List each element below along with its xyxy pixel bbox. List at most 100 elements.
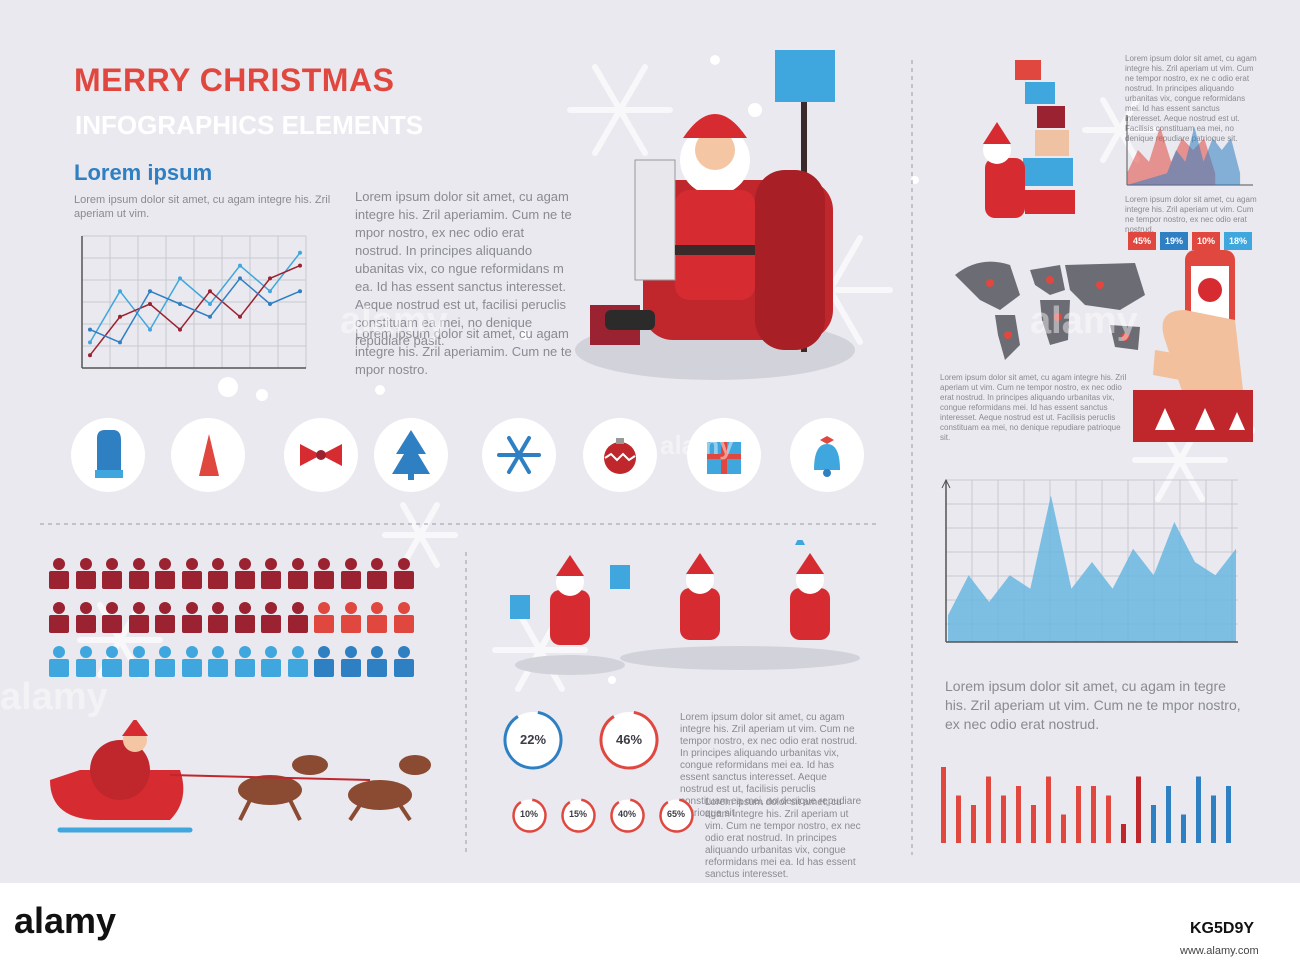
bar: [1151, 805, 1156, 843]
bar: [956, 795, 961, 843]
line-point: [208, 314, 212, 319]
page-subtitle: INFOGRAPHICS ELEMENTS: [75, 110, 424, 140]
line-point: [238, 314, 242, 319]
percent-ring: [503, 710, 563, 770]
person-icon: [314, 646, 334, 677]
line-series-1: [89, 252, 301, 343]
santa-gifts-illustration: [983, 60, 1075, 218]
icon-button-bow: [284, 418, 358, 492]
footer-image-id: KG5D9Y: [1190, 920, 1255, 937]
person-icon: [234, 602, 255, 633]
bar: [1226, 786, 1231, 843]
mini-area-series-2: [1127, 126, 1241, 185]
line-point: [148, 327, 152, 332]
line-point: [118, 340, 122, 345]
person-icon: [367, 602, 387, 633]
person-icon: [208, 602, 228, 633]
person-icon: [393, 558, 414, 589]
santa-sleigh-illustration: [50, 720, 431, 833]
page-title: MERRY CHRISTMAS: [74, 62, 395, 98]
watermark: alamy: [0, 676, 108, 718]
right-top-text-2: Lorem ipsum dolor sit amet, cu agam inte…: [1125, 195, 1257, 234]
ring-label: 46%: [615, 731, 643, 747]
mini-area-chart: [1126, 115, 1253, 186]
icon-button-bell: [790, 418, 864, 492]
line-chart: [81, 235, 307, 369]
percent-ring: [599, 710, 659, 770]
icon-button-snowflake: [482, 418, 556, 492]
icon-button-tree: [374, 418, 448, 492]
person-icon: [75, 602, 96, 633]
right-top-text-1: Lorem ipsum dolor sit amet, cu agam inte…: [1125, 54, 1257, 143]
person-icon: [49, 646, 69, 677]
santa-armchair-illustration: [575, 50, 855, 380]
percentage-badge: 18%: [1224, 232, 1252, 250]
person-icon: [128, 558, 149, 589]
bar: [1136, 776, 1141, 843]
snowflake-icon: [497, 436, 541, 474]
person-icon: [340, 646, 361, 677]
line-point: [88, 340, 92, 345]
person-icon: [181, 646, 202, 677]
percent-ring: [511, 797, 547, 833]
line-point: [208, 302, 212, 306]
footer-bar: [0, 883, 1300, 971]
person-icon: [314, 558, 334, 589]
world-map: [955, 261, 1145, 360]
bell-icon: [814, 436, 840, 477]
bar: [1031, 805, 1036, 843]
line-point: [178, 327, 182, 332]
line-point: [88, 327, 92, 332]
bar: [1001, 795, 1006, 843]
line-point: [298, 250, 302, 255]
bar: [1016, 786, 1021, 843]
line-point: [208, 289, 212, 294]
person-icon: [208, 646, 228, 677]
bar: [1166, 786, 1171, 843]
dashed-dividers: [40, 60, 913, 855]
person-icon: [49, 602, 69, 633]
percentage-badge: 45%: [1128, 232, 1156, 250]
bar: [1061, 814, 1066, 843]
line-series-3: [89, 277, 301, 344]
bar: [986, 776, 991, 843]
ring-label: 22%: [519, 731, 547, 747]
person-icon: [75, 558, 96, 589]
dancing-santas-illustration: [510, 540, 860, 675]
line-point: [118, 314, 122, 319]
bottom-center-text-2: Lorem ipsum dolor sit amet, cu agam inte…: [705, 797, 861, 880]
line-point: [298, 263, 302, 268]
person-icon: [102, 646, 122, 677]
person-icon: [181, 558, 202, 589]
watermark: alamy: [340, 300, 448, 342]
percent-ring: [658, 797, 694, 833]
person-icon: [234, 646, 255, 677]
person-icon: [287, 558, 308, 589]
watermark: alamy: [1030, 300, 1138, 342]
ring-label: 15%: [568, 808, 587, 819]
line-point: [178, 276, 182, 281]
person-icon: [314, 602, 334, 633]
area-chart: [941, 478, 1238, 643]
person-icon: [340, 558, 361, 589]
person-icon: [393, 646, 414, 677]
percentage-badge: 10%: [1192, 232, 1220, 250]
person-icon: [155, 558, 175, 589]
center-paragraph-2: Lorem ipsum dolor sit amet, cu agam inte…: [355, 326, 572, 377]
line-point: [238, 276, 242, 281]
icon-button-mitten: [71, 418, 145, 492]
footer-url[interactable]: www.alamy.com: [1180, 945, 1259, 957]
bar: [1091, 786, 1096, 843]
ring-label: 10%: [519, 808, 538, 819]
person-icon: [102, 558, 122, 589]
ring-label: 65%: [666, 808, 685, 819]
person-icon: [261, 602, 281, 633]
person-icon: [128, 646, 149, 677]
line-point: [268, 302, 272, 306]
percent-ring: [560, 797, 596, 833]
person-icon: [367, 558, 387, 589]
bar: [941, 767, 946, 843]
person-icon: [340, 602, 361, 633]
bow-icon: [300, 444, 342, 466]
section-intro-text: Lorem ipsum dolor sit amet, cu agam inte…: [74, 194, 331, 220]
